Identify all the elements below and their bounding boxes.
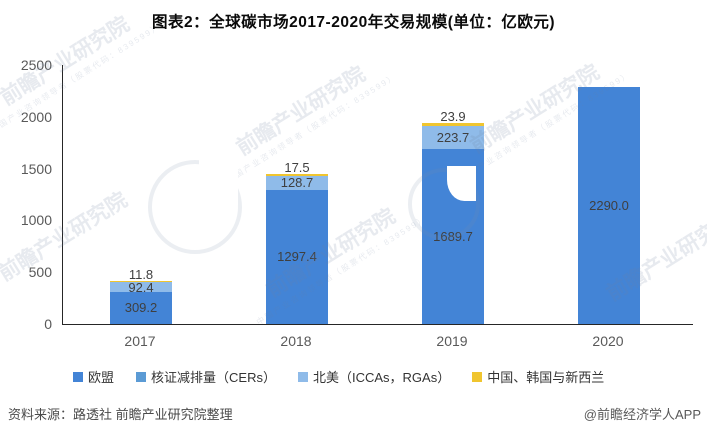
bar-segment	[266, 174, 328, 177]
data-label-outside: 23.9	[440, 109, 466, 125]
y-axis-tick-label: 2500	[20, 57, 52, 73]
y-axis-tick-label: 1500	[20, 160, 52, 177]
x-axis-tick-label: 2018	[280, 333, 312, 349]
bar-segment	[110, 282, 172, 292]
y-axis-tick-labels: 0 500 1000 1500 2000 2500	[0, 57, 52, 332]
legend: 欧盟 核证减排量（CERs） 北美（ICCAs，RGAs） 中国、韩国与新西兰	[73, 367, 604, 386]
y-axis-tick-label: 2000	[20, 108, 52, 125]
data-label-outside: 17.5	[284, 160, 310, 176]
y-axis-tick-label: 1000	[20, 212, 52, 229]
bar-segment	[578, 86, 640, 324]
x-axis-tick-label: 2020	[592, 333, 624, 349]
bar-segment	[266, 176, 328, 190]
legend-label: 中国、韩国与新西兰	[487, 370, 605, 385]
legend-swatch	[73, 371, 83, 382]
data-label: 223.7	[436, 129, 470, 145]
y-axis-tick-label: 0	[44, 316, 52, 332]
bar-segment	[110, 281, 172, 283]
x-axis-tick-label: 2017	[124, 333, 156, 349]
data-label: 1689.7	[433, 228, 473, 244]
bar-segment	[110, 291, 172, 324]
chart-title: 图表2：全球碳市场2017-2020年交易规模(单位：亿欧元)	[151, 14, 556, 31]
bar-2017: 309.2 92.4 11.8	[110, 65, 172, 324]
bar-2018: 1297.4 128.7 17.5	[266, 65, 328, 324]
data-label-outside: 11.8	[128, 267, 154, 283]
bar-segment	[422, 125, 484, 149]
y-axis-tick-label: 500	[28, 264, 52, 281]
data-label: 309.2	[124, 300, 158, 316]
plot-area: 309.2 92.4 11.8 1297.4 128.7 17.5 1689.7 223.7 2…	[62, 65, 693, 325]
legend-item: 北美（ICCAs，RGAs）	[297, 367, 451, 386]
bar-2020: 2290.0	[578, 65, 640, 324]
legend-item: 欧盟	[73, 367, 114, 386]
credit-note: @前瞻经济学人APP	[583, 407, 701, 422]
x-axis-tick-label: 2019	[436, 333, 468, 349]
bar-segment	[422, 123, 484, 126]
legend-swatch	[472, 371, 483, 382]
legend-label: 欧盟	[88, 370, 115, 385]
bar-2019: 1689.7 223.7 23.9	[422, 65, 484, 324]
legend-item: 中国、韩国与新西兰	[472, 367, 604, 386]
legend-swatch	[297, 371, 308, 382]
data-label: 128.7	[280, 175, 314, 191]
source-note: 资料来源：路透社 前瞻产业研究院整理	[8, 407, 233, 422]
legend-label: 北美（ICCAs，RGAs）	[312, 370, 451, 385]
data-label: 1297.4	[277, 249, 317, 265]
legend-item: 核证减排量（CERs）	[136, 367, 276, 386]
data-label: 92.4	[128, 279, 154, 295]
legend-label: 核证减排量（CERs）	[151, 370, 276, 385]
data-label: 2290.0	[589, 197, 629, 213]
bar-segment	[266, 189, 328, 324]
legend-swatch	[136, 371, 147, 382]
